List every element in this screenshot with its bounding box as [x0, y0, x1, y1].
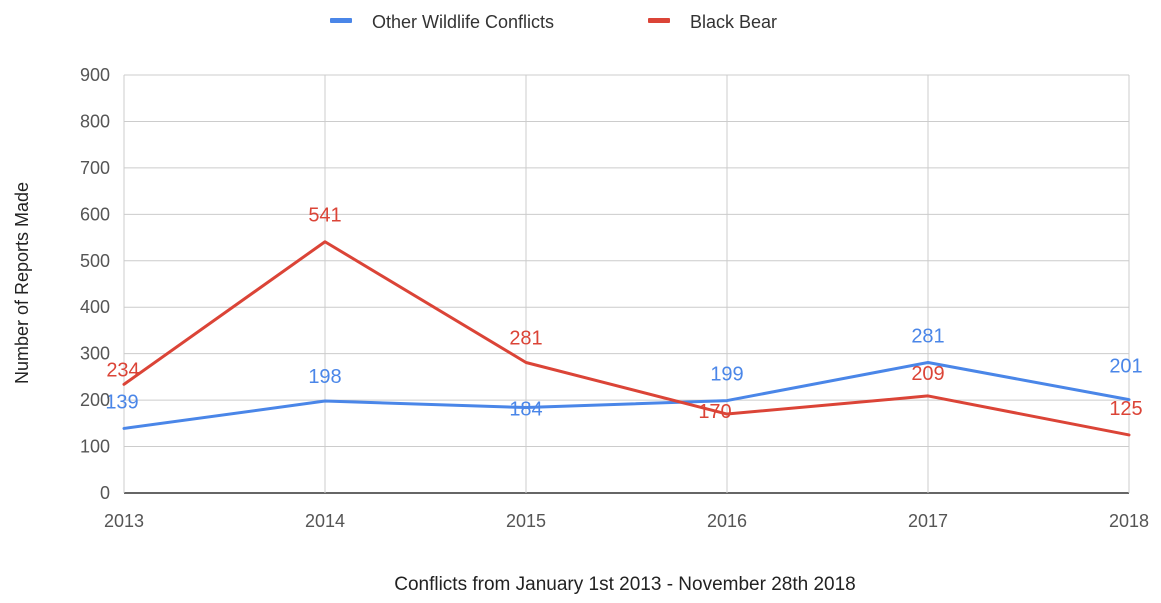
- x-tick-label: 2015: [506, 511, 546, 531]
- data-label: 234: [106, 359, 139, 381]
- y-tick-label: 100: [80, 437, 110, 457]
- legend-swatch: [648, 18, 670, 23]
- data-label: 201: [1109, 356, 1142, 378]
- x-tick-label: 2018: [1109, 511, 1149, 531]
- legend-label: Other Wildlife Conflicts: [372, 12, 554, 32]
- y-tick-label: 900: [80, 65, 110, 85]
- y-tick-label: 600: [80, 204, 110, 224]
- data-label: 281: [509, 327, 542, 349]
- series-lines: [122, 240, 1131, 437]
- x-tick-label: 2014: [305, 511, 345, 531]
- x-axis-title: Conflicts from January 1st 2013 - Novemb…: [394, 574, 856, 595]
- x-tick-label: 2017: [908, 511, 948, 531]
- legend-label: Black Bear: [690, 12, 777, 32]
- y-tick-label: 500: [80, 251, 110, 271]
- data-label: 139: [105, 391, 138, 413]
- series-line-other-wildlife: [122, 360, 1131, 430]
- y-tick-label: 800: [80, 111, 110, 131]
- y-tick-label: 300: [80, 344, 110, 364]
- legend-swatch: [330, 18, 352, 23]
- y-tick-label: 400: [80, 297, 110, 317]
- data-label: 281: [911, 325, 944, 347]
- x-tick-label: 2016: [707, 511, 747, 531]
- data-label: 198: [308, 366, 341, 388]
- data-label: 541: [308, 205, 341, 227]
- data-label: 184: [509, 399, 542, 421]
- data-label: 170: [698, 401, 731, 423]
- y-axis-title: Number of Reports Made: [12, 182, 32, 384]
- y-tick-label: 200: [80, 390, 110, 410]
- y-tick-label: 700: [80, 158, 110, 178]
- y-tick-label: 0: [100, 483, 110, 503]
- legend: Other Wildlife Conflicts Black Bear: [330, 12, 777, 32]
- x-tick-label: 2013: [104, 511, 144, 531]
- data-labels: 139 198 184 199 281 201 234 541 281 170 209 125: [105, 205, 1142, 423]
- data-label: 209: [911, 363, 944, 385]
- grid: [123, 74, 1130, 494]
- series-line-black-bear: [122, 240, 1131, 437]
- data-label: 199: [710, 364, 743, 386]
- data-label: 125: [1109, 398, 1142, 420]
